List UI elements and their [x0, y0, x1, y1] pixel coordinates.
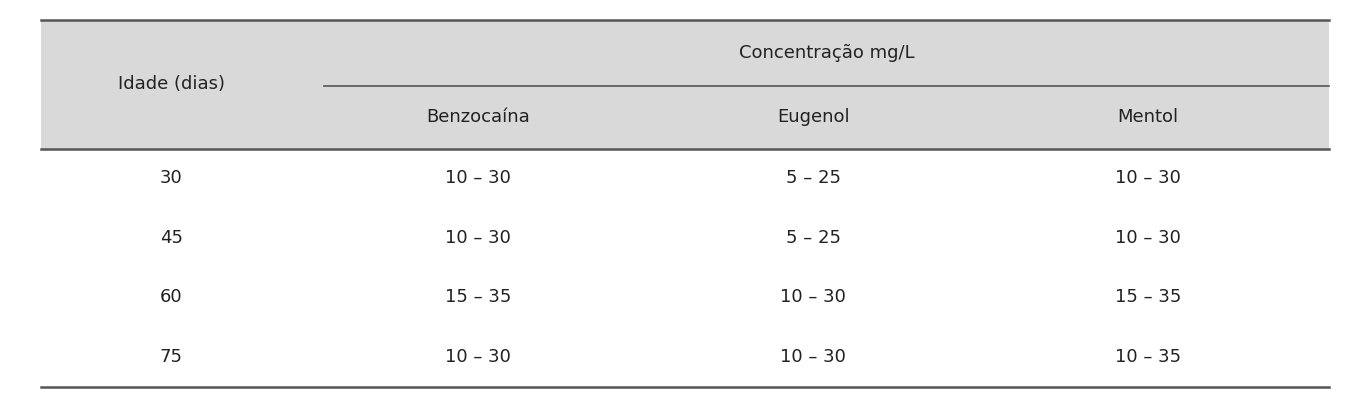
Text: 15 – 35: 15 – 35 — [1115, 289, 1181, 306]
Text: 10 – 30: 10 – 30 — [445, 348, 511, 366]
Text: 10 – 30: 10 – 30 — [781, 348, 847, 366]
Text: 10 – 30: 10 – 30 — [1115, 229, 1181, 247]
Text: 5 – 25: 5 – 25 — [786, 229, 841, 247]
Text: 30: 30 — [160, 169, 182, 187]
Text: 75: 75 — [160, 348, 184, 366]
Text: 5 – 25: 5 – 25 — [786, 169, 841, 187]
Text: 10 – 35: 10 – 35 — [1115, 348, 1181, 366]
Text: 60: 60 — [160, 289, 182, 306]
Text: 10 – 30: 10 – 30 — [1115, 169, 1181, 187]
Text: Benzocaína: Benzocaína — [426, 108, 530, 127]
Text: Idade (dias): Idade (dias) — [118, 75, 225, 94]
Text: Mentol: Mentol — [1118, 108, 1178, 127]
Text: 10 – 30: 10 – 30 — [445, 169, 511, 187]
Text: 10 – 30: 10 – 30 — [781, 289, 847, 306]
Text: 15 – 35: 15 – 35 — [445, 289, 511, 306]
Text: Eugenol: Eugenol — [777, 108, 849, 127]
Text: 10 – 30: 10 – 30 — [445, 229, 511, 247]
Text: Concentração mg/L: Concentração mg/L — [738, 44, 914, 62]
Bar — [41, 20, 1329, 149]
Text: 45: 45 — [160, 229, 184, 247]
